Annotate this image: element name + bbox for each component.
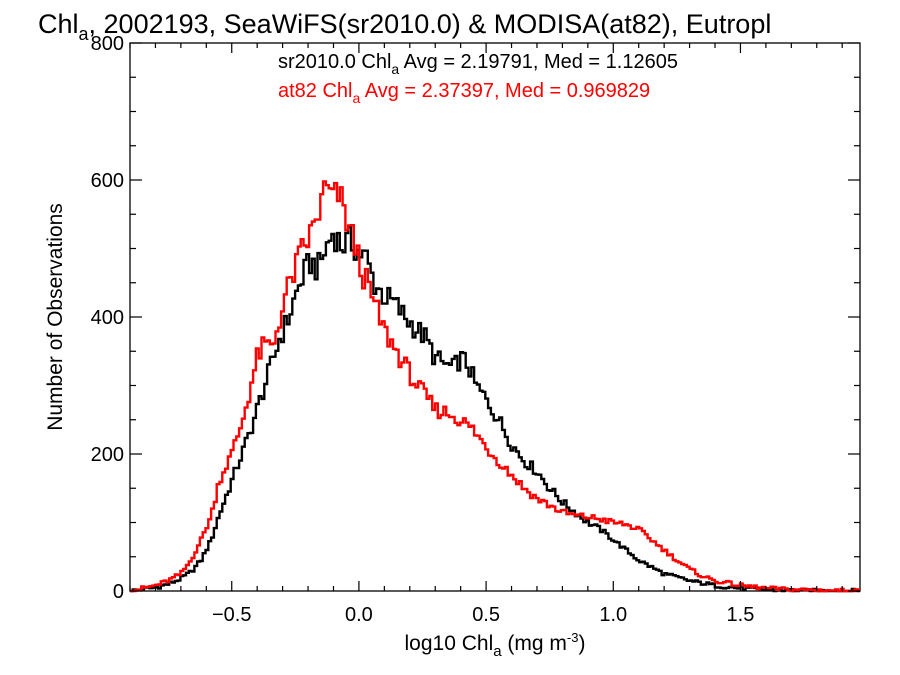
plot-frame (129, 42, 861, 592)
y-tick-label: 200 (91, 444, 124, 466)
chart-title: Chla, 2002193, SeaWiFS(sr2010.0) & MODIS… (38, 9, 771, 44)
legend-sr2010-rest: Avg = 2.19791, Med = 1.12605 (399, 51, 678, 73)
x-axis-label: log10 Chla (mg m-3) (405, 630, 586, 660)
x-tick-label: 0.0 (345, 604, 373, 626)
y-tick-label: 800 (91, 33, 124, 55)
legend-entry-at82: at82 Chla Avg = 2.37397, Med = 0.969829 (278, 80, 650, 106)
legend-at82-sub: a (353, 90, 361, 106)
chart-title-sub: a (79, 24, 90, 44)
y-tick-label: 0 (113, 581, 124, 603)
legend-at82-prefix: at82 Chl (278, 80, 353, 102)
x-tick-label: −0.5 (212, 604, 251, 626)
x-tick-label: 1.0 (599, 604, 627, 626)
x-axis-label-mid: (mg m (502, 632, 567, 655)
legend-entry-sr2010: sr2010.0 Chla Avg = 2.19791, Med = 1.126… (278, 51, 678, 77)
x-axis-label-prefix: log10 Chl (405, 632, 494, 655)
x-tick-label: 0.5 (472, 604, 500, 626)
y-tick-label: 400 (91, 307, 124, 329)
legend-at82-rest: Avg = 2.37397, Med = 0.969829 (360, 80, 650, 102)
series-line-at82 (130, 180, 860, 593)
x-axis-label-sup: -3 (567, 630, 579, 645)
x-axis-label-end: ) (578, 632, 585, 655)
y-axis-label: Number of Observations (44, 203, 67, 431)
legend-sr2010-sub: a (391, 61, 399, 77)
chart-title-rest: , 2002193, SeaWiFS(sr2010.0) & MODISA(at… (89, 9, 772, 39)
chart-title-prefix: Chl (38, 9, 79, 39)
tick-layer: −0.5 0.0 0.5 1.0 1.5 0 200 400 600 800 (91, 33, 860, 626)
x-tick-label: 1.5 (727, 604, 755, 626)
y-tick-label: 600 (91, 170, 124, 192)
series-layer (130, 180, 860, 593)
series-line-sr2010.0 (130, 225, 860, 593)
legend-sr2010-prefix: sr2010.0 Chl (278, 51, 391, 73)
x-axis-label-sub: a (493, 643, 502, 660)
